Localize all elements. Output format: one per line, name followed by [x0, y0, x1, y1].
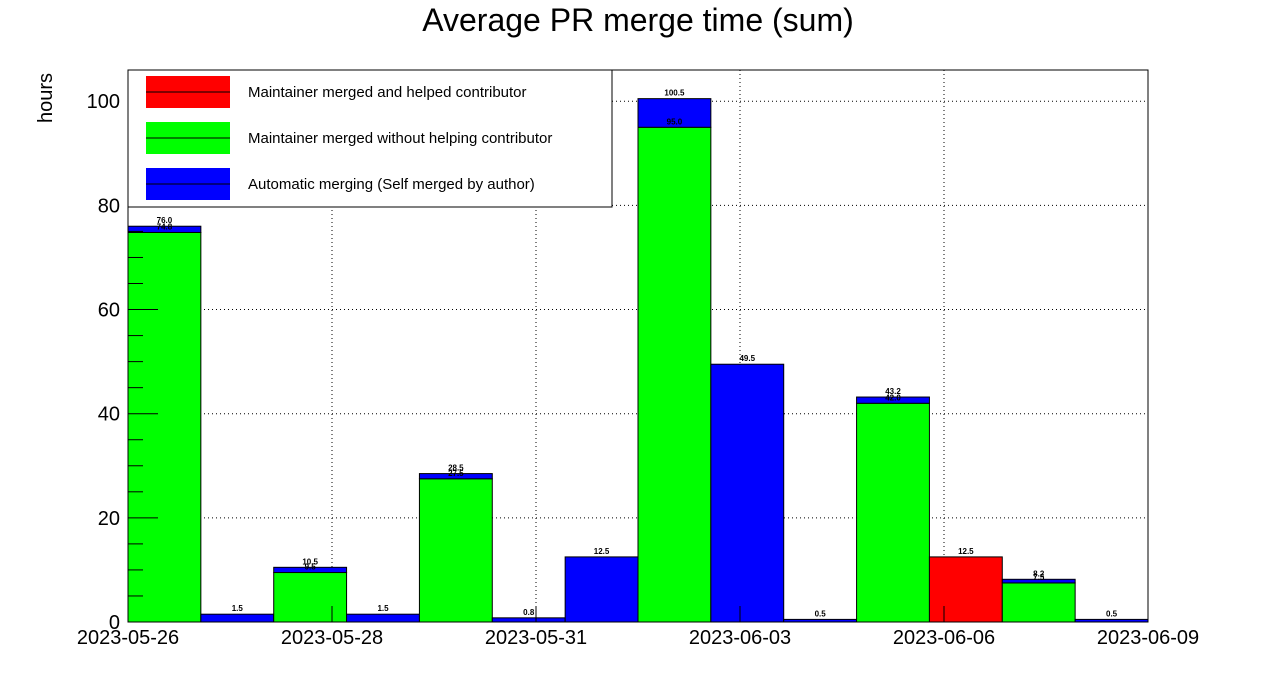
bar-automatic [637, 98, 712, 128]
legend-entry-label: Maintainer merged and helped contributor [248, 84, 527, 101]
bar-maintainer_no_help [637, 126, 712, 623]
bar-value-label: 0.8 [523, 608, 535, 617]
bar-automatic [491, 617, 566, 623]
y-tick-label: 0 [109, 612, 120, 634]
bar-value-label: 27.5 [448, 469, 464, 478]
x-tick-label: 2023-06-06 [893, 627, 995, 649]
bar-automatic [418, 473, 493, 480]
y-tick-label: 40 [98, 404, 120, 426]
bar-value-label: 95.0 [667, 117, 683, 126]
axes: 0 20 40 60 80 100 hours 2023-05-26 2023-05-28 202… [35, 73, 1199, 649]
bar-automatic [856, 396, 930, 404]
bar-value-label: 1.5 [377, 604, 389, 613]
bar-maintainer_no_help [856, 402, 930, 623]
bar-value-label: 74.8 [157, 222, 173, 231]
bar-value-label: 1.5 [232, 604, 244, 613]
bar-maintainer_no_help [418, 478, 493, 623]
bar-value-label: 12.5 [594, 547, 610, 556]
legend: Maintainer merged and helped contributor… [127, 69, 613, 208]
bar-value-label: 43.2 [885, 387, 901, 396]
bar-value-label: 8.2 [1033, 569, 1045, 578]
plot-frame [127, 69, 1149, 623]
bar-maintainer_no_help [273, 572, 348, 623]
y-tick-label: 20 [98, 508, 120, 530]
y-axis-title: hours [35, 73, 57, 123]
y-tick-label: 100 [87, 91, 120, 113]
x-tick-label: 2023-05-31 [485, 627, 587, 649]
bar-value-label: 100.5 [664, 89, 685, 98]
bar-value-label: 0.5 [1106, 609, 1118, 618]
bar-value-labels: 74.876.0 1.5 9.510.5 1.5 27.528.5 0.8 12.5 95.0… [157, 89, 1118, 619]
bar-maintainer_helped [928, 556, 1003, 623]
chart-title: Average PR merge time (sum) [422, 2, 854, 38]
legend-entry-label: Maintainer merged without helping contri… [248, 130, 552, 147]
bar-value-label: 0.5 [815, 609, 827, 618]
bar-value-label: 12.5 [958, 547, 974, 556]
bar-automatic [564, 556, 639, 623]
bar-value-label: 49.5 [739, 354, 755, 363]
bar-automatic [346, 613, 420, 623]
x-tick-label: 2023-06-03 [689, 627, 791, 649]
bar-maintainer_no_help [127, 231, 202, 623]
bar-value-label: 7.5 [1033, 573, 1045, 582]
bar-automatic [710, 363, 785, 623]
y-tick-label: 60 [98, 300, 120, 322]
x-tick-label: 2023-06-09 [1097, 627, 1199, 649]
x-tick-label: 2023-05-26 [77, 627, 179, 649]
bar-automatic [200, 613, 275, 623]
plot-area-border [127, 69, 1149, 623]
bars [127, 98, 1149, 623]
x-tick-label: 2023-05-28 [281, 627, 383, 649]
bar-value-label: 42.0 [885, 393, 901, 402]
bar-value-label: 10.5 [302, 557, 318, 566]
bar-value-label: 9.5 [305, 563, 317, 572]
bar-maintainer_no_help [1001, 582, 1076, 623]
y-tick-label: 80 [98, 195, 120, 217]
legend-entry-label: Automatic merging (Self merged by author… [248, 176, 535, 193]
bar-automatic [273, 566, 348, 574]
bar-value-label: 28.5 [448, 464, 464, 473]
bar-value-label: 76.0 [157, 216, 173, 225]
bar-automatic [1001, 578, 1076, 584]
